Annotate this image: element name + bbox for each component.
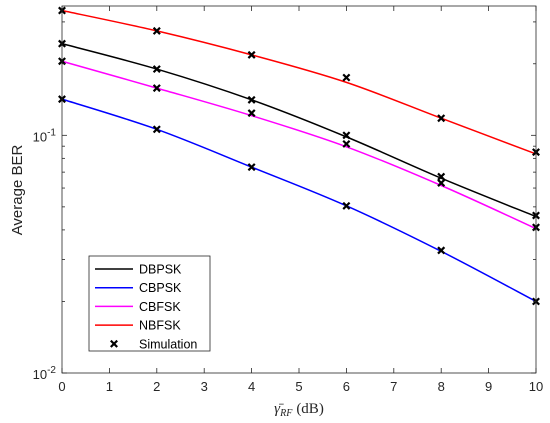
simulation-marker [342,73,351,82]
simulation-marker [152,125,161,134]
y-tick-label-base: 10 [33,367,47,382]
x-tick-label: 9 [485,379,492,394]
legend-swatch-simulation [110,339,118,348]
simulation-marker [152,65,161,74]
x-axis-label: γ̄RF (dB) [274,401,324,419]
simulation-marker [247,95,256,104]
legend-box [88,255,211,352]
x-tick-label: 10 [529,379,543,394]
series-line-dbpsk [61,42,537,218]
x-tick-label: 4 [248,379,255,394]
legend: DBPSK CBPSK CBFSK NBFSK Simulation [88,255,211,352]
x-tick-label: 2 [153,379,160,394]
x-tick-label: 6 [343,379,350,394]
y-axis-label: Average BER [9,145,26,236]
simulation-marker [247,163,256,172]
legend-label-nbfsk: NBFSK [139,319,181,333]
x-axis-label-unit: (dB) [296,401,324,417]
x-tick-label: 8 [438,379,445,394]
series-line-cbpsk [61,98,537,303]
simulation-marker [437,172,446,181]
legend-label-cbpsk: CBPSK [139,281,182,295]
simulation-marker [437,179,446,187]
series-line-cbfsk [61,60,537,230]
simulation-marker [342,131,351,140]
x-axis-label-symbol: γ̄ [274,401,284,417]
y-tick-label-exponent: -2 [47,365,56,376]
simulation-marker [342,201,351,210]
x-tick-label: 3 [201,379,208,394]
legend-label-cbfsk: CBFSK [139,300,181,314]
x-axis-ticks: 0 1 2 3 4 5 6 7 8 9 10 [58,6,543,394]
x-tick-label: 5 [295,379,302,394]
simulation-marker [247,50,256,59]
y-axis-ticks: 10-210-1 [33,21,536,382]
simulation-marker [152,84,161,93]
series-line-nbfsk [61,9,537,155]
y-tick-label-base: 10 [33,129,47,144]
simulation-marker [342,139,351,148]
legend-label-simulation: Simulation [139,337,197,351]
y-tick-label: 10-2 [33,365,57,382]
simulation-marker [437,114,446,123]
simulation-markers [58,6,540,306]
y-tick-label: 10-1 [33,127,57,144]
simulation-marker [247,109,256,118]
simulation-marker [152,26,161,35]
y-tick-label-exponent: -1 [47,127,56,138]
series-lines [61,9,537,303]
x-tick-label: 1 [106,379,113,394]
x-axis-label-subscript: RF [279,408,293,419]
x-tick-label: 7 [390,379,397,394]
x-tick-label: 0 [58,379,65,394]
legend-label-dbpsk: DBPSK [139,263,182,277]
simulation-marker [437,246,446,255]
